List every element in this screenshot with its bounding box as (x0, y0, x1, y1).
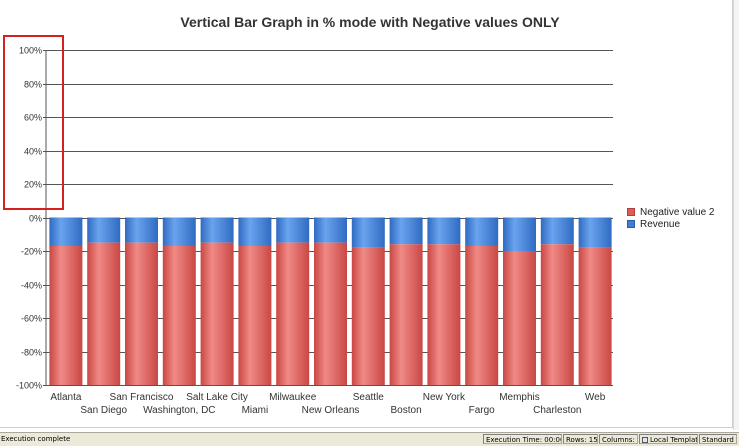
y-tick-label: -100% (16, 381, 42, 391)
chart-legend: Negative value 2 Revenue (627, 206, 715, 230)
bar-revenue (465, 217, 499, 246)
legend-label-negative-value-2: Negative value 2 (640, 206, 715, 218)
bar-negative-value-2 (578, 247, 612, 385)
x-tick-label: Boston (391, 405, 422, 416)
bar-negative-value-2 (465, 245, 499, 385)
y-tick-label: 100% (19, 46, 42, 56)
bar-revenue (87, 217, 121, 243)
y-tick-label: -60% (21, 314, 42, 324)
chart-panel: Vertical Bar Graph in % mode with Negati… (0, 0, 733, 428)
bar-negative-value-2 (162, 245, 196, 385)
x-tick-label: New Orleans (302, 405, 360, 416)
x-tick-label: Charleston (533, 405, 581, 416)
bar-negative-value-2 (200, 242, 234, 385)
x-tick-label: Miami (242, 405, 269, 416)
y-tick-label: 80% (24, 80, 42, 90)
bar-revenue (49, 217, 83, 246)
x-axis-labels: Atlanta San Diego San Francisco Washington,… (50, 392, 605, 416)
x-tick-label: Atlanta (50, 392, 82, 403)
bar-revenue (540, 217, 574, 245)
x-tick-label: Washington, DC (143, 405, 215, 416)
legend-swatch-negative-value-2 (627, 208, 635, 216)
status-template[interactable]: Local Template (639, 434, 698, 444)
x-tick-label: Seattle (353, 392, 385, 403)
template-icon (642, 437, 648, 443)
x-tick-label: Milwaukee (269, 392, 317, 403)
x-tick-label: Salt Lake City (186, 392, 248, 403)
bars (49, 217, 612, 385)
y-tick-label: 60% (24, 113, 42, 123)
bar-negative-value-2 (389, 244, 423, 385)
chart-title: Vertical Bar Graph in % mode with Negati… (180, 14, 560, 30)
bar-negative-value-2 (351, 247, 385, 385)
bar-revenue (238, 217, 272, 246)
bar-chart: Vertical Bar Graph in % mode with Negati… (16, 14, 613, 416)
legend-label-revenue: Revenue (640, 218, 681, 230)
bar-revenue (200, 217, 234, 243)
status-template-label: Local Template (650, 436, 698, 444)
bar-revenue (314, 217, 347, 243)
bar-negative-value-2 (125, 242, 158, 385)
status-bar: Execution complete Execution Time: 00:00… (0, 432, 739, 446)
y-tick-label: 40% (24, 147, 42, 157)
bar-revenue (503, 217, 536, 251)
y-tick-label: -20% (21, 247, 42, 257)
bar-revenue (125, 217, 158, 243)
bar-revenue (351, 217, 385, 248)
status-columns: Columns: 2 (599, 434, 638, 444)
y-tick-label: -40% (21, 281, 42, 291)
y-tick-label: 20% (24, 180, 42, 190)
x-tick-label: New York (423, 392, 466, 403)
bar-revenue (578, 217, 612, 248)
legend-swatch-revenue (627, 220, 635, 228)
bar-negative-value-2 (87, 242, 121, 385)
status-rows: Rows: 15 (563, 434, 598, 444)
status-view[interactable]: Standard (699, 434, 737, 444)
x-tick-label: Memphis (499, 392, 540, 403)
bar-negative-value-2 (276, 242, 310, 385)
y-tick-label: -80% (21, 348, 42, 358)
bar-negative-value-2 (427, 244, 461, 385)
bar-revenue (427, 217, 461, 245)
x-tick-label: San Diego (80, 405, 127, 416)
y-tick-label: 0% (29, 214, 42, 224)
legend-item-revenue: Revenue (627, 218, 715, 230)
status-message: Execution complete (1, 435, 71, 443)
y-axis-ticks: 100% 80% 60% 40% 20% 0% -20% -40% -60% -80% -100% (16, 46, 42, 391)
bar-revenue (162, 217, 196, 246)
status-execution-time: Execution Time: 00:00:01 (483, 434, 562, 444)
bar-negative-value-2 (49, 245, 83, 385)
bar-negative-value-2 (314, 242, 347, 385)
legend-item-negative-value-2: Negative value 2 (627, 206, 715, 218)
x-tick-label: Fargo (469, 405, 496, 416)
bar-revenue (389, 217, 423, 245)
bar-negative-value-2 (540, 244, 574, 385)
x-tick-label: Web (585, 392, 606, 403)
bar-revenue (276, 217, 310, 243)
vertical-scrollbar[interactable] (733, 0, 739, 430)
bar-negative-value-2 (503, 251, 536, 385)
x-tick-label: San Francisco (110, 392, 174, 403)
bar-negative-value-2 (238, 245, 272, 385)
y-axis-highlight-box (3, 35, 64, 210)
